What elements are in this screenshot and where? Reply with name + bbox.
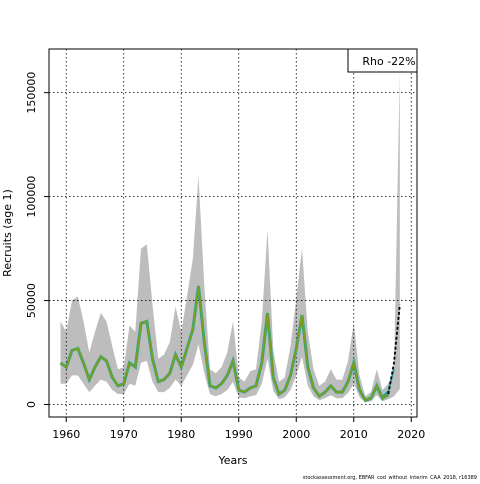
- x-axis-title: Years: [217, 454, 247, 467]
- confidence-band: [60, 175, 400, 403]
- plot-frame: [48, 48, 418, 418]
- forecast-line: [387, 304, 401, 395]
- y-tick-label: 0: [25, 401, 38, 408]
- x-tick-label: 1960: [52, 428, 80, 441]
- legend-box: [347, 48, 418, 73]
- y-axis-title: Recruits (age 1): [1, 189, 14, 277]
- x-tick-label: 2020: [397, 428, 425, 441]
- estimate-line: [59, 285, 389, 402]
- y-tick-label: 100000: [25, 176, 38, 218]
- x-tick-label: 1970: [110, 428, 138, 441]
- x-tick-label: 2010: [340, 428, 368, 441]
- y-tick-label: 150000: [25, 72, 38, 114]
- legend-text: Rho -22%: [362, 55, 415, 68]
- x-tick-label: 1990: [225, 428, 253, 441]
- y-tick-label: 50000: [25, 283, 38, 318]
- footer-caption: stockassessment.org, EBFAR_cod_without_i…: [303, 475, 477, 480]
- x-tick-label: 1980: [167, 428, 195, 441]
- x-tick-label: 2000: [282, 428, 310, 441]
- forecast-band: [394, 71, 400, 397]
